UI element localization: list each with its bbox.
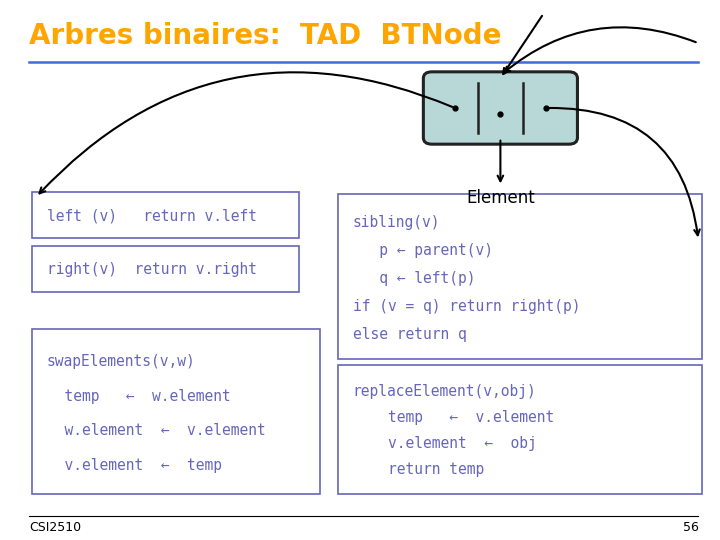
Text: Arbres binaires:  TAD  BTNode: Arbres binaires: TAD BTNode <box>29 22 501 50</box>
Text: temp   ←  w.element: temp ← w.element <box>47 388 230 403</box>
Text: w.element  ←  v.element: w.element ← v.element <box>47 423 266 438</box>
Text: sibling(v): sibling(v) <box>353 215 441 230</box>
FancyBboxPatch shape <box>32 246 299 292</box>
Text: return temp: return temp <box>353 462 484 477</box>
Text: temp   ←  v.element: temp ← v.element <box>353 410 554 425</box>
Text: p ← parent(v): p ← parent(v) <box>353 242 492 258</box>
Text: Element: Element <box>466 189 535 207</box>
Text: else return q: else return q <box>353 327 467 342</box>
FancyBboxPatch shape <box>338 194 702 359</box>
FancyBboxPatch shape <box>32 329 320 494</box>
Text: swapElements(v,w): swapElements(v,w) <box>47 354 196 369</box>
Text: if (v = q) return right(p): if (v = q) return right(p) <box>353 299 580 314</box>
Text: 56: 56 <box>683 521 698 534</box>
FancyBboxPatch shape <box>338 364 702 494</box>
Text: q ← left(p): q ← left(p) <box>353 271 475 286</box>
FancyBboxPatch shape <box>423 72 577 144</box>
Text: left (v)   return v.left: left (v) return v.left <box>47 208 257 223</box>
Text: replaceElement(v,obj): replaceElement(v,obj) <box>353 384 536 399</box>
Text: right(v)  return v.right: right(v) return v.right <box>47 262 257 277</box>
FancyBboxPatch shape <box>32 192 299 238</box>
Text: v.element  ←  temp: v.element ← temp <box>47 458 222 474</box>
Text: CSI2510: CSI2510 <box>29 521 81 534</box>
Text: v.element  ←  obj: v.element ← obj <box>353 436 536 451</box>
